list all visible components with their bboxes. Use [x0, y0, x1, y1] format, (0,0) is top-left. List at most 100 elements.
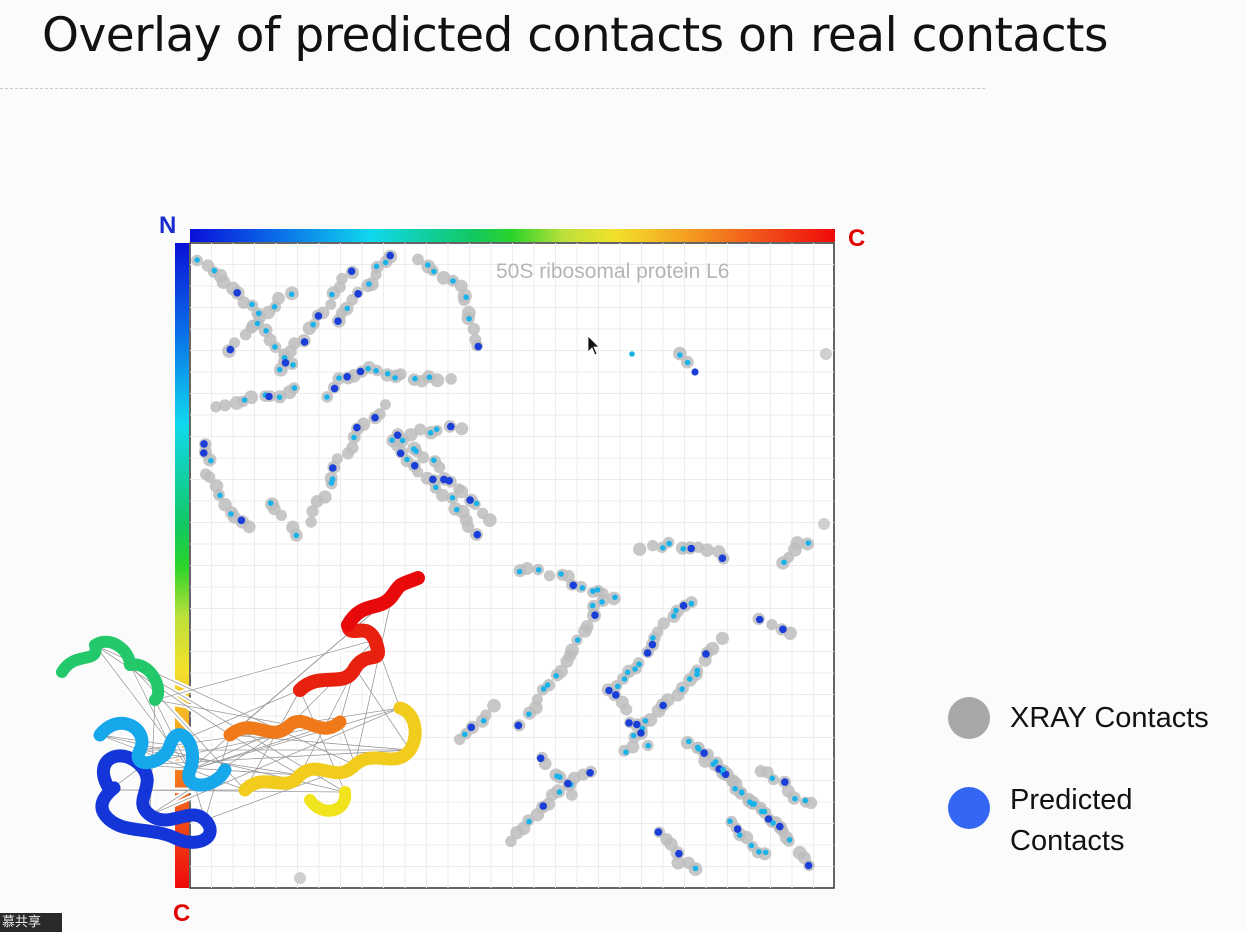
- predicted-contact-point: [449, 495, 456, 501]
- predicted-contact-point: [776, 822, 784, 831]
- xray-contact-point: [505, 835, 517, 848]
- predicted-contact-point: [516, 568, 523, 575]
- predicted-contact-point: [637, 729, 645, 737]
- predicted-contact-point: [544, 682, 551, 688]
- xray-contact-point: [671, 688, 685, 702]
- xray-contact-point: [379, 399, 391, 411]
- predicted-contact-point: [384, 370, 391, 377]
- xray-contact-point: [671, 856, 686, 870]
- xray-contact-point: [482, 513, 497, 527]
- predicted-contact-point: [792, 795, 798, 802]
- predicted-contact-point: [569, 581, 578, 590]
- contact-strut-edge: [154, 639, 376, 701]
- xray-contact-point: [783, 626, 797, 640]
- predicted-contact-point: [732, 785, 738, 792]
- predicted-contact-point: [194, 257, 200, 263]
- contact-strut-edge: [154, 699, 291, 726]
- predicted-contact-point: [680, 546, 686, 552]
- predicted-contact-point: [684, 359, 691, 366]
- legend-item-predicted: Predicted Contacts: [948, 780, 1240, 862]
- predicted-contact-point: [265, 392, 273, 401]
- legend-label-xray: XRAY Contacts: [1010, 702, 1209, 734]
- contact-strut-edge: [229, 734, 301, 776]
- contact-strut-edge: [229, 734, 411, 751]
- predicted-contact-point: [574, 637, 581, 643]
- predicted-contact-point: [328, 480, 335, 486]
- xray-contact-point: [218, 399, 232, 412]
- predicted-contact-point: [679, 686, 685, 692]
- predicted-contact-point: [802, 797, 809, 804]
- predicted-contact-point: [586, 769, 594, 777]
- xray-contact-point: [487, 698, 501, 713]
- xray-contact-point: [412, 253, 424, 266]
- predicted-contact-point: [425, 262, 431, 268]
- predicted-contact-point: [393, 431, 402, 440]
- predicted-contact-point: [226, 345, 235, 354]
- predicted-contact-point: [473, 500, 480, 507]
- predicted-contact-point: [645, 742, 651, 749]
- predicted-contact-point: [615, 683, 621, 690]
- predicted-contact-point: [249, 301, 255, 308]
- predicted-contact-point: [673, 607, 679, 614]
- predicted-contact-point: [314, 312, 323, 320]
- predicted-contact-point: [310, 321, 317, 328]
- predicted-contact-point: [623, 749, 629, 755]
- contact-strut-edge: [354, 595, 393, 766]
- predicted-contact-point: [386, 251, 395, 260]
- predicted-contact-point: [371, 413, 379, 422]
- predicted-contact-point: [540, 686, 547, 692]
- predicted-contact-point: [412, 375, 418, 382]
- xray-contact-point: [325, 299, 337, 310]
- predicted-contact-point: [557, 774, 563, 780]
- xray-contact-point: [435, 488, 450, 502]
- xray-contact-point: [306, 505, 319, 518]
- predicted-contact-point: [632, 666, 638, 672]
- predicted-contact-point: [399, 437, 406, 444]
- axis-label-c-top: C: [848, 225, 865, 252]
- predicted-contact-point: [769, 775, 776, 782]
- xray-contact-point: [305, 516, 317, 528]
- xray-contact-point: [310, 495, 324, 508]
- strand-red: [341, 571, 425, 632]
- predicted-contact-point: [392, 375, 398, 381]
- contact-strut-edge: [354, 667, 411, 751]
- predicted-contact-point: [373, 368, 379, 374]
- predicted-contact-point: [228, 511, 234, 517]
- contact-strut-edge: [139, 749, 411, 766]
- xray-contact-point: [370, 269, 382, 281]
- predicted-contact-point: [330, 384, 339, 393]
- xray-contact-point: [633, 542, 647, 556]
- predicted-contact-point: [211, 267, 218, 274]
- predicted-contact-point: [710, 761, 717, 767]
- predicted-contact-point: [764, 815, 773, 823]
- predicted-contact-point: [625, 719, 633, 727]
- predicted-contact-point: [373, 263, 380, 270]
- contact-strut-edge: [99, 734, 171, 746]
- predicted-contact-point: [208, 457, 214, 464]
- predicted-contact-point: [474, 342, 483, 351]
- predicted-contact-point: [526, 711, 532, 717]
- top-sequence-colorbar: [190, 229, 835, 242]
- predicted-contact-point: [605, 686, 613, 695]
- xray-contact-point: [728, 777, 743, 791]
- predicted-contact-point: [727, 818, 733, 824]
- predicted-contact-point: [463, 294, 470, 301]
- xray-contact-point: [430, 373, 445, 388]
- predicted-contact-point: [300, 338, 309, 346]
- predicted-contact-point: [324, 394, 330, 400]
- predicted-contact-point: [804, 861, 813, 870]
- predicted-contact-point: [526, 818, 532, 825]
- predicted-contact-point: [536, 754, 545, 763]
- predicted-contact-point: [365, 365, 371, 372]
- predicted-contact-point: [431, 457, 437, 464]
- predicted-contact-point: [396, 449, 405, 458]
- contact-strut-edge: [229, 595, 393, 736]
- predicted-contact-point: [354, 290, 362, 298]
- predicted-contact-point: [276, 366, 283, 373]
- predicted-contact-point: [480, 718, 487, 724]
- xray-contact-point: [560, 654, 574, 668]
- predicted-contact-point: [633, 720, 641, 729]
- predicted-contact-point: [648, 640, 657, 649]
- corner-watermark: 慕共享: [0, 913, 62, 932]
